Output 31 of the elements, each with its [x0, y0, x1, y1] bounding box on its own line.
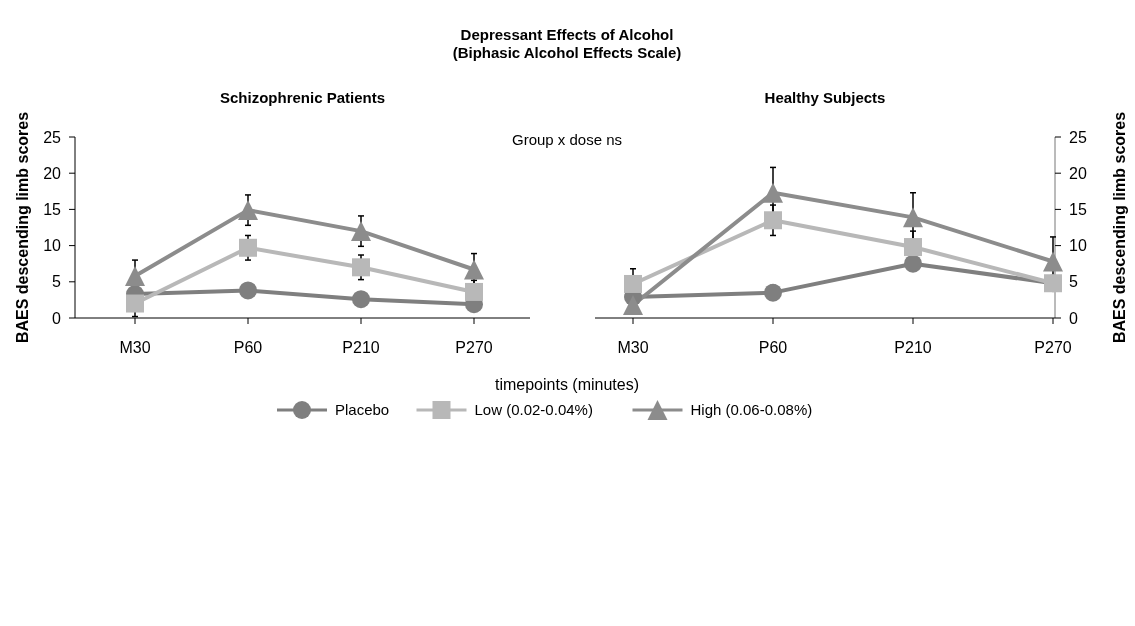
x-tick-label: P210 — [342, 339, 380, 356]
y-tick-label: 0 — [52, 309, 62, 327]
y-tick-label: 25 — [43, 128, 62, 146]
y2-tick-label: 5 — [1069, 273, 1078, 291]
x-tick-label: P270 — [1034, 339, 1072, 356]
x-tick-label: M30 — [617, 339, 649, 356]
legend-label: Low (0.02-0.04%) — [474, 401, 593, 419]
y-tick-label: 5 — [52, 273, 62, 291]
y-tick-label: 15 — [43, 201, 62, 218]
y-axis-title: BAES descending limb scores — [14, 111, 31, 344]
y2-tick-label: 20 — [1069, 164, 1087, 182]
annotation: Group x dose ns — [511, 131, 623, 148]
x-axis-title: timepoints (minutes) — [494, 376, 640, 393]
chart-title: Schizophrenic Patients — [219, 89, 386, 106]
chart-title: Healthy Subjects — [764, 89, 886, 106]
y-tick-label: 20 — [43, 164, 62, 182]
x-tick-label: P60 — [233, 339, 263, 356]
x-tick-label: P210 — [894, 339, 932, 356]
text: (Biphasic Alcohol Effects Scale) — [452, 44, 682, 61]
legend-label: High (0.06-0.08%) — [690, 401, 813, 419]
y2-tick-label: 15 — [1069, 201, 1087, 218]
x-tick-label: P60 — [758, 339, 788, 356]
y2-axis-title: BAES descending limb scores — [1111, 111, 1128, 344]
text: Depressant Effects of Alcohol — [460, 26, 674, 43]
x-tick-label: P270 — [455, 339, 493, 356]
x-tick-label: M30 — [119, 339, 151, 356]
y2-tick-label: 25 — [1069, 128, 1087, 146]
y-tick-label: 10 — [43, 237, 62, 255]
y2-tick-label: 10 — [1069, 237, 1087, 255]
y2-tick-label: 0 — [1069, 309, 1078, 327]
legend-label: Placebo — [335, 401, 390, 419]
